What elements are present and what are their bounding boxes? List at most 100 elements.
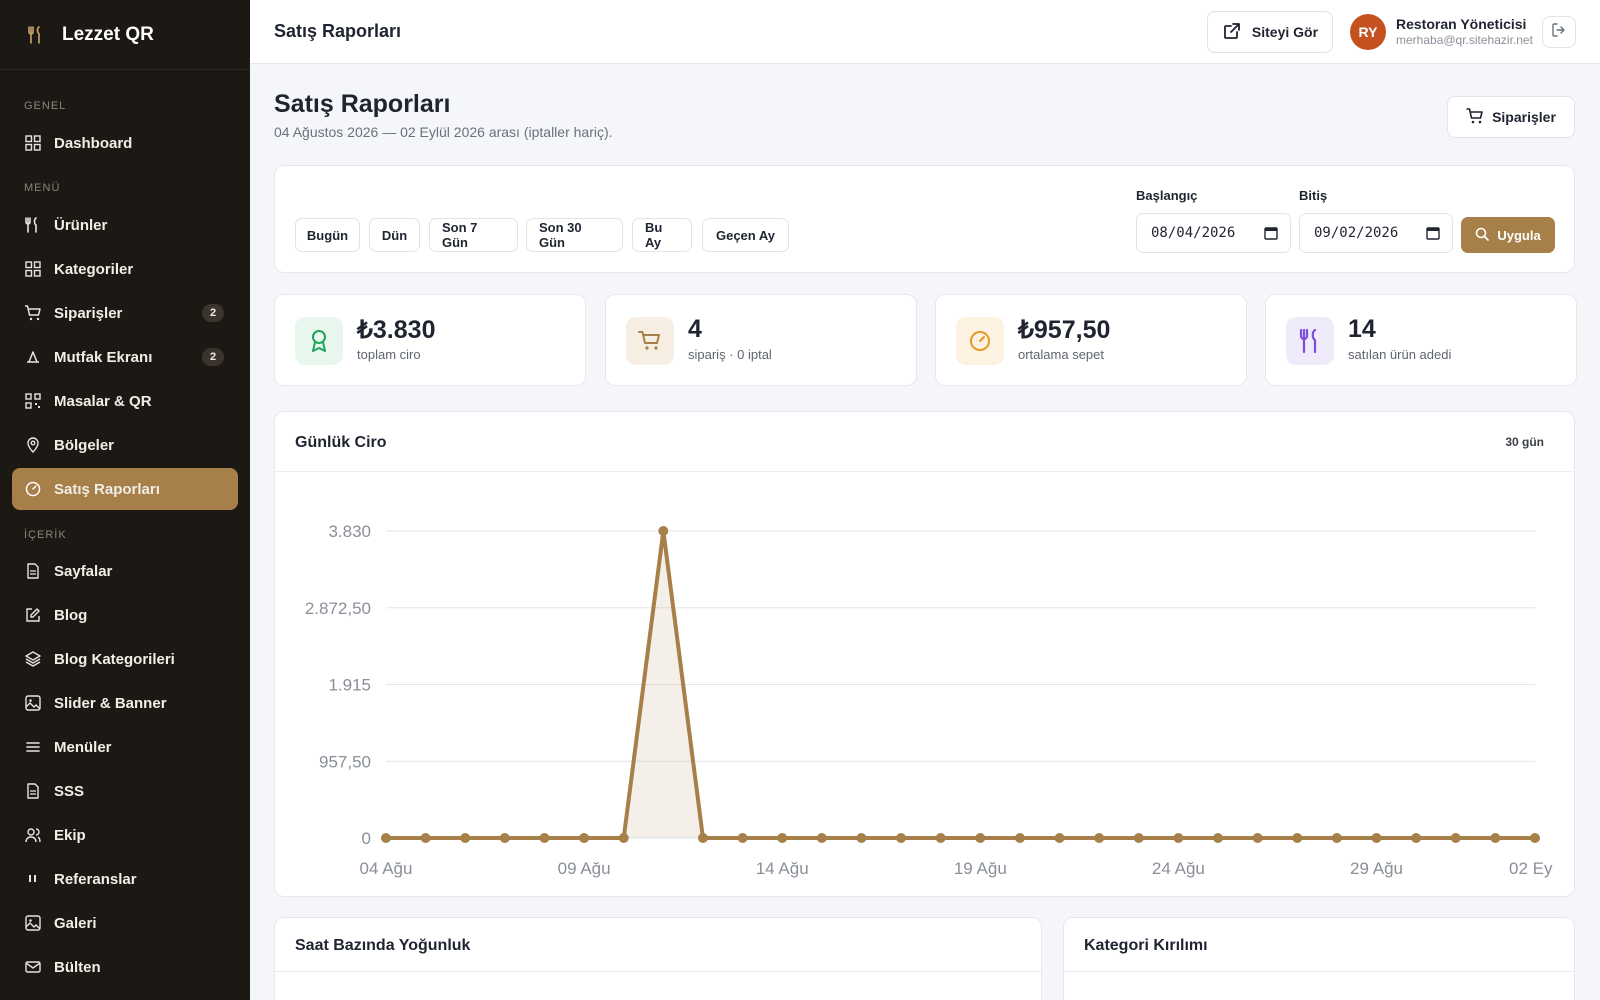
- y-tick-label: 0: [362, 829, 371, 848]
- sidebar-item-dashboard[interactable]: Dashboard: [12, 122, 238, 164]
- sidebar-item-referanslar[interactable]: Referanslar: [12, 858, 238, 900]
- y-tick-label: 2.872,50: [305, 599, 371, 618]
- count-badge: 2: [202, 304, 224, 322]
- data-point: [1530, 833, 1540, 843]
- sidebar-item-slider-banner[interactable]: Slider & Banner: [12, 682, 238, 724]
- data-point: [460, 833, 471, 843]
- series-line: [386, 529, 1535, 840]
- mail-icon: [24, 958, 42, 976]
- kpi-card-orders: 4 sipariş · 0 iptal: [605, 294, 917, 386]
- x-tick-label: 14 Ağu: [756, 859, 809, 878]
- preset-last30-button[interactable]: Son 30 Gün: [526, 218, 623, 252]
- data-point: [1054, 833, 1065, 843]
- layers-icon: [24, 650, 42, 668]
- kpi-label: sipariş · 0 iptal: [688, 347, 772, 362]
- sidebar-item-masalar-qr[interactable]: Masalar & QR: [12, 380, 238, 422]
- sidebar-item-bölgeler[interactable]: Bölgeler: [12, 424, 238, 466]
- x-tick-label: 02 Ey: [1509, 859, 1553, 878]
- category-breakdown-card: Kategori Kırılımı: [1063, 917, 1575, 1000]
- end-date-input[interactable]: 09/02/2026: [1299, 213, 1453, 253]
- x-tick-label: 09 Ağu: [558, 859, 611, 878]
- sidebar-item-label: Dashboard: [54, 134, 133, 152]
- data-point: [658, 526, 669, 536]
- sidebar-item-blog[interactable]: Blog: [12, 594, 238, 636]
- logout-button[interactable]: [1542, 16, 1576, 48]
- preset-today-button[interactable]: Bugün: [295, 218, 360, 252]
- user-name: Restoran Yöneticisi: [1396, 16, 1527, 32]
- utensils-icon: [24, 216, 42, 234]
- chart-range-label: 30 gün: [1505, 435, 1544, 449]
- data-point: [420, 833, 431, 843]
- kpi-value: 14: [1348, 315, 1376, 343]
- orders-button[interactable]: Siparişler: [1447, 96, 1575, 138]
- file-icon: [24, 562, 42, 580]
- sidebar-item-label: Bölgeler: [54, 436, 115, 454]
- sidebar-item-galeri[interactable]: Galeri: [12, 902, 238, 944]
- sidebar-item-satış-raporları[interactable]: Satış Raporları: [12, 468, 238, 510]
- data-point: [381, 833, 391, 843]
- utensils-icon: [26, 25, 46, 45]
- start-date-value: 08/04/2026: [1151, 225, 1236, 241]
- hourly-density-header: Saat Bazında Yoğunluk: [275, 918, 1041, 972]
- sidebar-item-mutfak-ekranı[interactable]: Mutfak Ekranı 2: [12, 336, 238, 378]
- section-label-menu: MENÜ: [24, 182, 61, 194]
- chart-header: Günlük Ciro 30 gün: [275, 412, 1574, 472]
- data-point: [935, 833, 946, 843]
- data-point: [777, 833, 788, 843]
- sidebar-item-siparişler[interactable]: Siparişler 2: [12, 292, 238, 334]
- sidebar-item-blog-kategorileri[interactable]: Blog Kategorileri: [12, 638, 238, 680]
- chef-hat-icon: [24, 348, 42, 366]
- preset-last-month-button[interactable]: Geçen Ay: [702, 218, 789, 252]
- sidebar-item-menüler[interactable]: Menüler: [12, 726, 238, 768]
- data-point: [579, 833, 590, 843]
- cart-icon: [1466, 107, 1484, 128]
- chart-title: Günlük Ciro: [295, 434, 387, 451]
- preset-last7-button[interactable]: Son 7 Gün: [429, 218, 518, 252]
- sidebar: Lezzet QR GENEL MENÜ İÇERİK Dashboard Ürü…: [0, 0, 250, 1000]
- daily-revenue-chart: 0 957,50 1.915 2.872,50 3.830 04 Ağu 09 Ağu 14 …: [305, 522, 1553, 878]
- sidebar-item-label: Kategoriler: [54, 260, 134, 278]
- map-pin-icon: [24, 436, 42, 454]
- x-tick-label: 04 Ağu: [360, 859, 413, 878]
- preset-yesterday-button[interactable]: Dün: [369, 218, 420, 252]
- data-point: [975, 833, 986, 843]
- award-icon: [295, 317, 343, 365]
- cart-icon: [24, 304, 42, 322]
- sidebar-item-label: Ürünler: [54, 216, 108, 234]
- kpi-card-revenue: ₺3.830 toplam ciro: [274, 294, 586, 386]
- y-tick-label: 1.915: [328, 676, 371, 695]
- page-subtitle: 04 Ağustos 2026 — 02 Eylül 2026 arası (i…: [274, 124, 613, 140]
- search-icon: [1475, 227, 1490, 244]
- start-date-input[interactable]: 08/04/2026: [1136, 213, 1291, 253]
- x-tick-label: 29 Ağu: [1350, 859, 1403, 878]
- data-point: [1252, 833, 1263, 843]
- grid-icon: [24, 134, 42, 152]
- view-site-button[interactable]: Siteyi Gör: [1207, 11, 1333, 53]
- gauge-icon: [956, 317, 1004, 365]
- category-breakdown-title: Kategori Kırılımı: [1084, 937, 1208, 954]
- category-breakdown-header: Kategori Kırılımı: [1064, 918, 1574, 972]
- brand[interactable]: Lezzet QR: [0, 0, 250, 70]
- apply-button[interactable]: Uygula: [1461, 217, 1555, 253]
- sidebar-item-ekip[interactable]: Ekip: [12, 814, 238, 856]
- quote-icon: [24, 870, 42, 888]
- avatar[interactable]: RY: [1350, 14, 1386, 50]
- orders-button-label: Siparişler: [1492, 109, 1556, 125]
- sidebar-item-sayfalar[interactable]: Sayfalar: [12, 550, 238, 592]
- data-point: [1490, 833, 1501, 843]
- grid-icon: [24, 260, 42, 278]
- view-site-label: Siteyi Gör: [1251, 24, 1319, 40]
- topbar-title: Satış Raporları: [274, 21, 402, 41]
- sidebar-item-bülten[interactable]: Bülten: [12, 946, 238, 988]
- kpi-value: ₺957,50: [1018, 316, 1111, 344]
- sidebar-item-label: Slider & Banner: [54, 694, 167, 712]
- sidebar-item-sss[interactable]: SSS: [12, 770, 238, 812]
- y-tick-label: 957,50: [319, 752, 371, 771]
- sidebar-item-ürünler[interactable]: Ürünler: [12, 204, 238, 246]
- sidebar-item-kategoriler[interactable]: Kategoriler: [12, 248, 238, 290]
- preset-this-month-button[interactable]: Bu Ay: [632, 218, 692, 252]
- kpi-label: toplam ciro: [357, 347, 421, 362]
- sidebar-item-label: SSS: [54, 782, 85, 800]
- cart-icon: [626, 317, 674, 365]
- kpi-card-average-basket: ₺957,50 ortalama sepet: [935, 294, 1247, 386]
